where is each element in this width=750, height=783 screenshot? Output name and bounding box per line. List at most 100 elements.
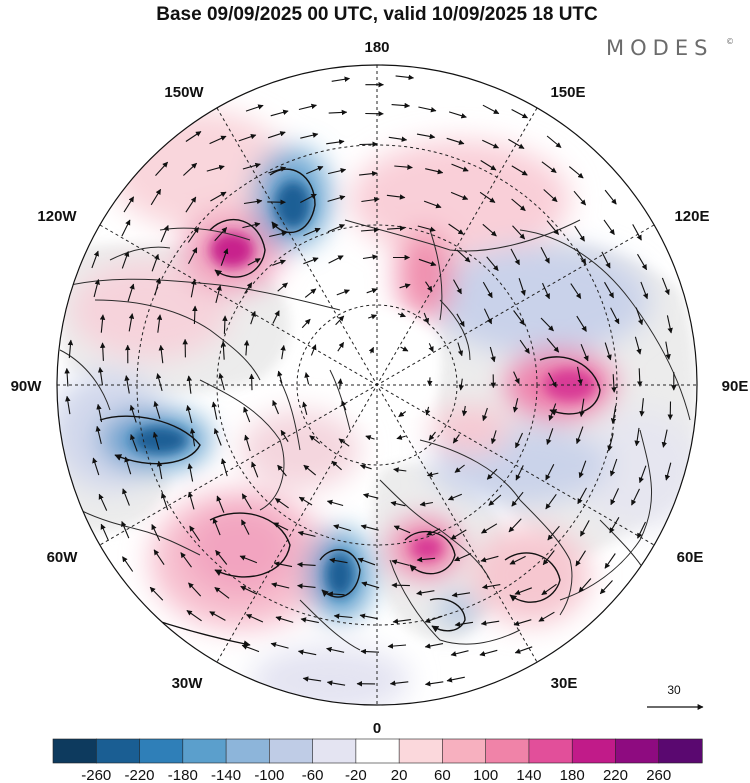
wind-arrow: [338, 438, 350, 447]
wind-arrow: [538, 611, 555, 622]
wind-arrow: [241, 493, 252, 510]
wind-arrow: [423, 200, 442, 209]
wind-arrow: [251, 461, 259, 478]
wind-arrow: [99, 314, 106, 333]
wind-arrow: [185, 131, 202, 142]
wind-arrow: [542, 550, 555, 566]
wind-arrow: [601, 251, 611, 269]
wind-arrow: [188, 582, 202, 597]
wind-arrow: [541, 161, 557, 174]
wind-arrow: [580, 520, 590, 537]
wind-arrow: [309, 435, 321, 444]
wind-arrow: [514, 646, 533, 654]
wind-arrow: [426, 528, 441, 536]
wind-arrow: [190, 279, 197, 298]
wind-arrow: [425, 406, 431, 416]
wind-arrow: [639, 398, 645, 417]
wind-arrow: [160, 224, 169, 243]
wind-arrow: [368, 346, 374, 354]
colorbar-label: 140: [516, 767, 541, 783]
wind-arrow: [393, 467, 407, 473]
wind-arrow: [456, 249, 471, 263]
wind-arrow: [267, 131, 286, 139]
wind-arrow: [546, 338, 560, 353]
wind-arrow: [304, 372, 310, 385]
wind-arrow: [513, 371, 520, 385]
wind-arrow: [192, 305, 198, 325]
colorbar-swatch: [571, 738, 617, 764]
colorbar: -260 -220 -180 -140 -100 -60 -20 20 60 100 140 180 2…: [52, 738, 703, 783]
wind-arrow: [241, 519, 250, 535]
wind-arrow: [328, 109, 348, 116]
wind-arrow: [186, 375, 193, 394]
label-120w: 120W: [37, 208, 77, 225]
wind-arrow: [218, 372, 225, 391]
colorbar-label: -20: [345, 767, 367, 783]
wind-arrow: [211, 401, 218, 420]
wind-arrow: [604, 281, 614, 299]
map-title: Base 09/09/2025 00 UTC, valid 10/09/2025…: [156, 4, 598, 25]
wind-arrow: [310, 344, 317, 356]
colorbar-label: -100: [254, 767, 284, 783]
wind-arrow: [514, 587, 532, 595]
wind-arrow: [446, 676, 465, 683]
wind-arrow: [243, 406, 251, 423]
wind-arrow: [631, 488, 640, 506]
wind-arrow: [303, 257, 319, 265]
wind-arrow: [416, 590, 435, 596]
colorbar-label: -140: [211, 767, 241, 783]
wind-arrow: [154, 277, 161, 296]
colorbar-swatch: [398, 738, 444, 764]
wind-arrow: [664, 462, 672, 481]
wind-arrow: [452, 434, 460, 444]
label-90e: 90E: [722, 378, 749, 395]
wind-arrow: [362, 493, 379, 499]
wind-arrow: [327, 167, 347, 175]
wind-arrow: [214, 227, 228, 242]
wind-arrow: [540, 247, 550, 264]
wind-arrow: [482, 407, 488, 422]
wind-arrow: [451, 592, 471, 598]
wind-arrow: [548, 372, 557, 388]
wind-arrow: [121, 219, 131, 237]
wind-arrow: [508, 138, 525, 149]
brand-mark: ©: [726, 37, 734, 46]
wind-arrow: [341, 400, 347, 411]
wind-arrow: [301, 318, 311, 329]
wind-arrow: [545, 493, 557, 510]
wind-arrow: [490, 430, 497, 445]
wind-arrow: [361, 196, 380, 203]
wind-arrow: [241, 644, 260, 653]
wind-arrow: [511, 109, 528, 119]
wind-arrow: [448, 111, 467, 119]
wind-arrow: [453, 279, 462, 295]
wind-arrow: [395, 74, 415, 81]
polar-map: [57, 65, 697, 705]
wind-arrow: [448, 223, 464, 235]
label-90w: 90W: [11, 378, 43, 395]
wind-arrow: [450, 529, 467, 540]
wind-arrow: [329, 557, 348, 564]
wind-arrow: [92, 457, 100, 476]
wind-arrow: [424, 643, 444, 649]
wind-arrow: [396, 434, 406, 440]
wind-arrow: [388, 136, 408, 142]
label-30w: 30W: [172, 675, 204, 692]
wind-arrow: [425, 168, 444, 175]
wind-arrow: [210, 191, 227, 202]
wind-arrow: [220, 248, 229, 266]
wind-arrow: [480, 555, 499, 563]
wind-arrow: [65, 395, 71, 415]
wind-arrow: [604, 553, 616, 569]
wind-arrow: [187, 491, 195, 510]
wind-arrow: [513, 619, 532, 627]
wind-arrow: [271, 582, 290, 589]
wind-arrow: [479, 649, 498, 657]
wind-arrow: [156, 373, 163, 392]
wind-arrow: [416, 133, 436, 140]
wind-arrow: [509, 555, 526, 565]
wind-arrow: [480, 160, 497, 171]
wind-arrow: [419, 501, 433, 507]
wind-arrow: [331, 76, 351, 82]
